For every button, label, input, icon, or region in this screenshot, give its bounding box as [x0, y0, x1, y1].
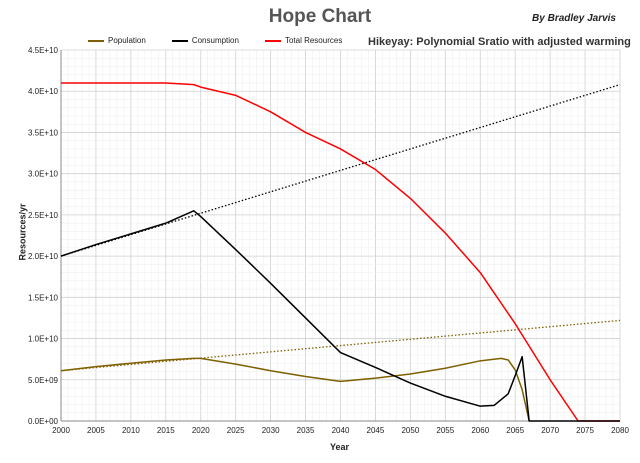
- legend-swatch-population: [88, 39, 104, 42]
- y-tick-label: 0.0E+00: [28, 417, 59, 426]
- legend-item-consumption: Consumption: [171, 36, 239, 45]
- y-tick-label: 5.0E+09: [28, 376, 59, 385]
- x-tick-label: 2010: [122, 426, 140, 435]
- x-axis-title: Year: [330, 442, 350, 452]
- y-tick-label: 4.0E+10: [28, 87, 59, 96]
- x-tick-label: 2030: [262, 426, 280, 435]
- legend-swatch-consumption: [171, 39, 188, 42]
- y-tick-label: 4.5E+10: [28, 46, 59, 55]
- x-tick-label: 2045: [367, 426, 385, 435]
- legend-label-population: Population: [108, 36, 146, 45]
- x-tick-label: 2055: [436, 426, 454, 435]
- x-tick-label: 2005: [87, 426, 105, 435]
- y-tick-label: 3.5E+10: [28, 128, 59, 137]
- y-tick-label: 3.0E+10: [28, 170, 59, 179]
- x-tick-label: 2035: [297, 426, 315, 435]
- x-tick-label: 2070: [541, 426, 559, 435]
- x-tick-label: 2080: [611, 426, 629, 435]
- chart-legend: Population Consumption Total Resources: [88, 36, 342, 45]
- chart-tick-labels: 2000 2005 2010 2015 2020 2025 2030 2035 2040 2045…: [28, 46, 629, 435]
- legend-item-total-resources: Total Resources: [264, 36, 343, 45]
- legend-label-consumption: Consumption: [191, 36, 239, 45]
- x-tick-label: 2015: [157, 426, 175, 435]
- trendline-population: [60, 319, 621, 372]
- series-line-consumption: [60, 210, 620, 422]
- series-line-population: [60, 357, 530, 422]
- y-tick-label: 1.5E+10: [28, 293, 59, 302]
- chart-series-group: [60, 82, 621, 422]
- x-tick-label: 2020: [192, 426, 210, 435]
- chart-title: Hope Chart: [268, 6, 372, 27]
- x-tick-label: 2075: [576, 426, 594, 435]
- trendline-consumption: [60, 84, 621, 257]
- x-tick-label: 2050: [401, 426, 419, 435]
- x-tick-label: 2065: [506, 426, 524, 435]
- y-tick-label: 2.5E+10: [28, 211, 59, 220]
- y-axis-title: Resources/yr: [17, 203, 28, 261]
- x-tick-label: 2000: [52, 426, 70, 435]
- y-tick-label: 1.0E+10: [28, 335, 59, 344]
- chart-axes: [60, 50, 620, 422]
- chart-author: By Bradley Jarvis: [532, 13, 616, 24]
- chart-grid: [60, 49, 621, 422]
- chart-subtitle: Hikeyay: Polynomial Sratio with adjusted…: [368, 36, 631, 48]
- x-tick-label: 2025: [227, 426, 245, 435]
- series-line-total-resources: [61, 82, 620, 422]
- x-tick-label: 2040: [332, 426, 350, 435]
- x-tick-label: 2060: [471, 426, 489, 435]
- legend-label-total-resources: Total Resources: [284, 36, 343, 45]
- y-tick-label: 2.0E+10: [28, 252, 59, 261]
- legend-item-population: Population: [88, 36, 146, 45]
- legend-swatch-total-resources: [264, 39, 281, 42]
